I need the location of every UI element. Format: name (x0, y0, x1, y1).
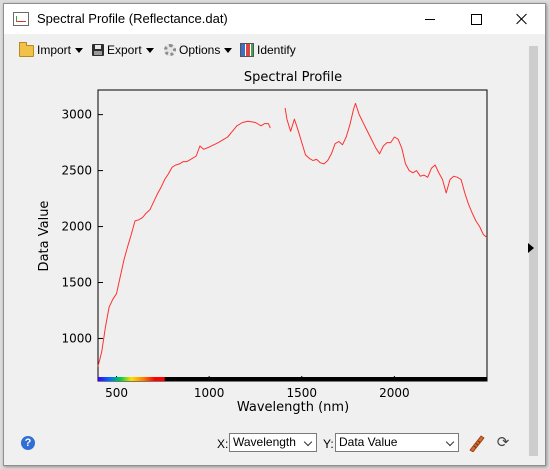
dropdown-arrow-icon (75, 47, 84, 53)
spectrum-line-segment (284, 102, 488, 239)
spectrum-line-segment (97, 120, 271, 367)
export-label: Export (107, 43, 142, 57)
y-axis-select[interactable]: Data Value (335, 433, 459, 452)
maximize-icon (470, 13, 482, 25)
y-tick-label: 2000 (61, 220, 92, 234)
y-axis-select-value: Data Value (339, 435, 398, 449)
dropdown-arrow-icon (145, 47, 154, 53)
x-tick-label: 2000 (379, 386, 410, 400)
options-label: Options (179, 43, 221, 57)
plot-area (97, 89, 488, 382)
chevron-down-icon (445, 437, 455, 447)
y-tick-label: 2500 (61, 164, 92, 178)
chevron-down-icon (303, 437, 313, 447)
x-axis-selector-label: X: (217, 437, 229, 451)
x-axis-select[interactable]: Wavelength (229, 433, 317, 452)
maximize-button[interactable] (453, 4, 499, 34)
footer-bar: ? X: Wavelength Y: Data Value ⟳ (4, 428, 524, 458)
y-axis-selector-label: Y: (323, 437, 334, 451)
gear-icon (164, 44, 176, 56)
save-icon (92, 44, 104, 56)
y-tick-label: 1500 (61, 276, 92, 290)
expand-panel-arrow-icon[interactable] (528, 243, 534, 253)
minimize-icon (425, 18, 435, 20)
x-axis-select-value: Wavelength (233, 435, 296, 449)
options-menu-button[interactable]: Options (164, 41, 233, 59)
import-menu-button[interactable]: Import (19, 41, 84, 59)
help-icon[interactable]: ? (21, 436, 35, 450)
refresh-icon[interactable]: ⟳ (496, 434, 510, 451)
app-chart-icon (13, 12, 29, 26)
identify-icon (240, 43, 254, 57)
dropdown-arrow-icon (224, 47, 233, 53)
x-axis-label: Wavelength (nm) (237, 400, 349, 415)
ruler-icon[interactable] (467, 434, 485, 452)
toolbar: Import Export Options Identify (4, 38, 524, 62)
identify-label: Identify (257, 43, 296, 57)
x-tick-label: 500 (105, 386, 128, 400)
x-tick-label: 1000 (194, 386, 225, 400)
close-button[interactable] (499, 4, 545, 34)
identify-button[interactable]: Identify (240, 41, 296, 59)
export-menu-button[interactable]: Export (92, 41, 154, 59)
chart-title: Spectral Profile (244, 70, 342, 85)
folder-icon (19, 42, 34, 57)
spectral-chart-svg: Spectral Profile 500 1000 1500 2000 1000 1500… (37, 70, 488, 415)
spectral-profile-window: Spectral Profile (Reflectance.dat) Impor… (3, 3, 546, 466)
spectral-plot[interactable]: Spectral Profile 500 1000 1500 2000 1000 1500… (4, 64, 524, 424)
import-label: Import (37, 43, 72, 57)
minimize-button[interactable] (407, 4, 453, 34)
spectrum-bar-dark (98, 377, 487, 381)
x-tick-label: 1500 (286, 386, 317, 400)
spectrum-bar-visible (98, 377, 165, 381)
y-axis-label: Data Value (37, 201, 52, 272)
y-tick-label: 1000 (61, 331, 92, 345)
y-tick-label: 3000 (61, 108, 92, 122)
window-title: Spectral Profile (Reflectance.dat) (37, 11, 228, 26)
close-icon (516, 13, 528, 25)
title-bar[interactable]: Spectral Profile (Reflectance.dat) (4, 4, 545, 34)
